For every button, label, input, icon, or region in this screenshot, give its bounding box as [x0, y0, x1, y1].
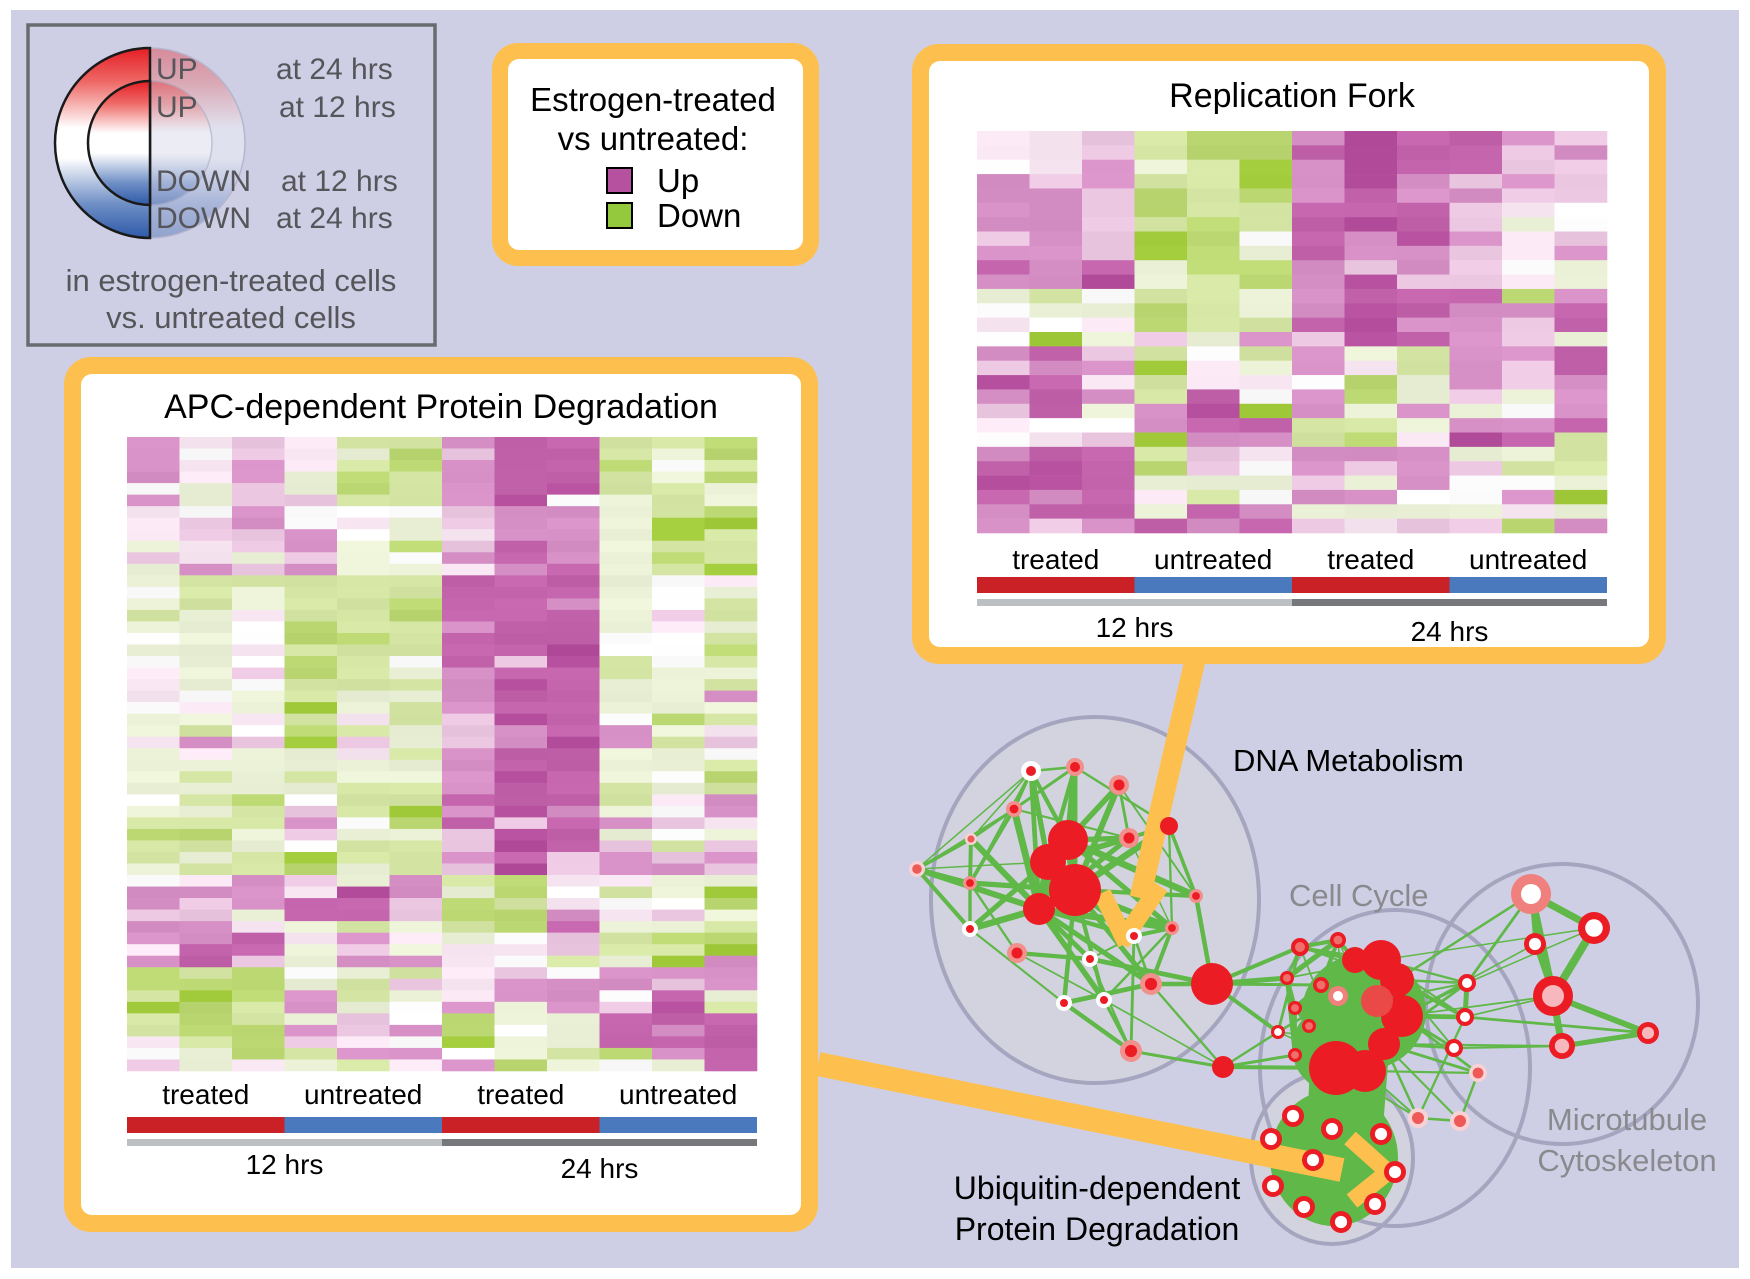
svg-text:treated: treated: [1327, 544, 1414, 575]
svg-text:untreated: untreated: [1154, 544, 1272, 575]
svg-text:UP: UP: [156, 53, 198, 86]
svg-text:treated: treated: [1012, 544, 1099, 575]
svg-text:at 24 hrs: at 24 hrs: [276, 53, 393, 86]
svg-text:at 12 hrs: at 12 hrs: [279, 91, 396, 124]
svg-text:APC-dependent Protein Degradat: APC-dependent Protein Degradation: [164, 388, 718, 426]
svg-text:DOWN: DOWN: [156, 202, 251, 235]
svg-text:untreated: untreated: [619, 1079, 737, 1110]
svg-text:24 hrs: 24 hrs: [1411, 616, 1489, 647]
svg-text:24 hrs: 24 hrs: [561, 1153, 639, 1184]
svg-text:Down: Down: [657, 197, 741, 234]
svg-text:Microtubule: Microtubule: [1547, 1102, 1707, 1137]
svg-text:at 24 hrs: at 24 hrs: [276, 202, 393, 235]
svg-text:DNA Metabolism: DNA Metabolism: [1233, 743, 1464, 778]
svg-text:Replication Fork: Replication Fork: [1169, 77, 1416, 115]
svg-text:treated: treated: [477, 1079, 564, 1110]
svg-text:in estrogen-treated cells: in estrogen-treated cells: [66, 263, 397, 298]
svg-text:Estrogen-treated: Estrogen-treated: [530, 81, 776, 118]
svg-text:vs. untreated cells: vs. untreated cells: [106, 300, 356, 335]
svg-text:UP: UP: [156, 91, 198, 124]
svg-text:Cytoskeleton: Cytoskeleton: [1537, 1143, 1716, 1178]
svg-text:Cell Cycle: Cell Cycle: [1289, 878, 1429, 913]
svg-text:Up: Up: [657, 162, 699, 199]
svg-text:vs untreated:: vs untreated:: [558, 120, 749, 157]
svg-text:untreated: untreated: [304, 1079, 422, 1110]
svg-text:DOWN: DOWN: [156, 165, 251, 198]
svg-text:Ubiquitin-dependent: Ubiquitin-dependent: [954, 1170, 1241, 1206]
svg-text:Protein Degradation: Protein Degradation: [955, 1211, 1240, 1247]
svg-text:at 12 hrs: at 12 hrs: [281, 165, 398, 198]
svg-text:treated: treated: [162, 1079, 249, 1110]
svg-text:12 hrs: 12 hrs: [1096, 612, 1174, 643]
svg-text:12 hrs: 12 hrs: [246, 1149, 324, 1180]
svg-text:untreated: untreated: [1469, 544, 1587, 575]
